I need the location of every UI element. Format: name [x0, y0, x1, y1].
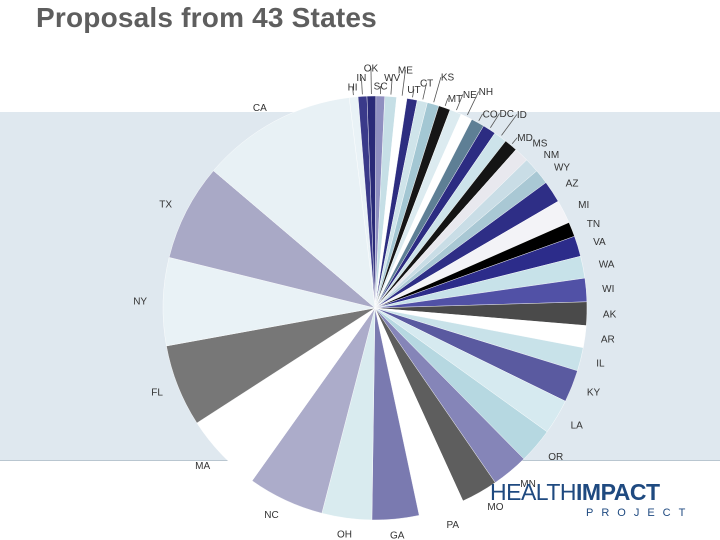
slice-label-mi: MI: [578, 200, 589, 211]
leader-line-wv: [390, 77, 393, 95]
slice-label-me: ME: [398, 65, 413, 76]
slice-label-wi: WI: [602, 284, 614, 295]
leader-line-ut: [412, 89, 415, 98]
slice-label-il: IL: [596, 359, 605, 370]
leader-line-md: [511, 137, 518, 144]
slice-label-ny: NY: [133, 297, 147, 308]
health-impact-project-logo: HEALTHIMPACT PROJECT: [490, 479, 690, 519]
leader-line-ne: [456, 94, 464, 111]
logo-project-text: PROJECT: [586, 507, 694, 519]
slice-label-tn: TN: [587, 219, 600, 230]
slice-label-in: IN: [356, 73, 366, 84]
pie-slice-ca: [213, 97, 376, 309]
logo-wordmark: HEALTHIMPACT: [490, 479, 690, 505]
slice-label-id: ID: [517, 110, 527, 121]
slice-label-ks: KS: [441, 73, 455, 84]
slice-label-nm: NM: [544, 150, 560, 161]
slice-label-hi: HI: [348, 83, 358, 94]
slice-label-nh: NH: [479, 87, 493, 98]
leader-line-hi: [352, 87, 354, 96]
slice-label-va: VA: [593, 237, 606, 248]
slice-label-ct: CT: [420, 78, 433, 89]
slice-label-tx: TX: [159, 200, 172, 211]
slice-label-ok: OK: [364, 64, 379, 75]
slice-label-oh: OH: [337, 529, 352, 540]
slice-label-md: MD: [517, 133, 533, 144]
slice-label-sc: SC: [374, 82, 388, 93]
slice-label-ut: UT: [407, 85, 420, 96]
leader-line-me: [401, 69, 406, 96]
slice-label-dc: DC: [500, 109, 514, 120]
slice-label-ms: MS: [532, 139, 547, 150]
leader-line-in: [360, 77, 363, 95]
pie-slices: [162, 95, 588, 521]
slice-label-wv: WV: [384, 73, 400, 84]
leader-line-id: [501, 114, 518, 136]
pie-slice-tx: [168, 170, 376, 309]
slice-label-ky: KY: [587, 388, 601, 399]
leader-line-ct: [422, 82, 427, 100]
leader-line-ks: [433, 77, 442, 103]
slice-label-ak: AK: [603, 310, 617, 321]
leader-line-mt: [444, 98, 449, 106]
slice-label-co: CO: [483, 109, 498, 120]
slice-label-wa: WA: [599, 260, 615, 271]
logo-impact-text: IMPACT: [576, 479, 660, 505]
slice-label-pa: PA: [446, 520, 459, 531]
slice-label-or: OR: [548, 452, 563, 463]
slice-label-ne: NE: [463, 90, 477, 101]
slice-label-az: AZ: [566, 179, 579, 190]
leader-line-dc: [490, 113, 500, 128]
slice-label-fl: FL: [151, 387, 163, 398]
logo-health-text: HEALTH: [490, 479, 577, 505]
slice-label-ga: GA: [390, 530, 405, 540]
slice-label-ar: AR: [601, 334, 615, 345]
slice-label-ca: CA: [253, 103, 267, 114]
slice-label-ma: MA: [195, 461, 210, 472]
slice-label-mn: MN: [520, 479, 536, 490]
slice-label-wy: WY: [554, 162, 570, 173]
slice-label-mt: MT: [448, 94, 462, 105]
slice-label-nc: NC: [264, 510, 278, 521]
slice-label-la: LA: [571, 421, 584, 432]
leader-line-co: [478, 113, 483, 122]
leader-line-nh: [467, 91, 479, 116]
slice-label-mo: MO: [487, 502, 503, 513]
page-title: Proposals from 43 States: [36, 2, 377, 33]
